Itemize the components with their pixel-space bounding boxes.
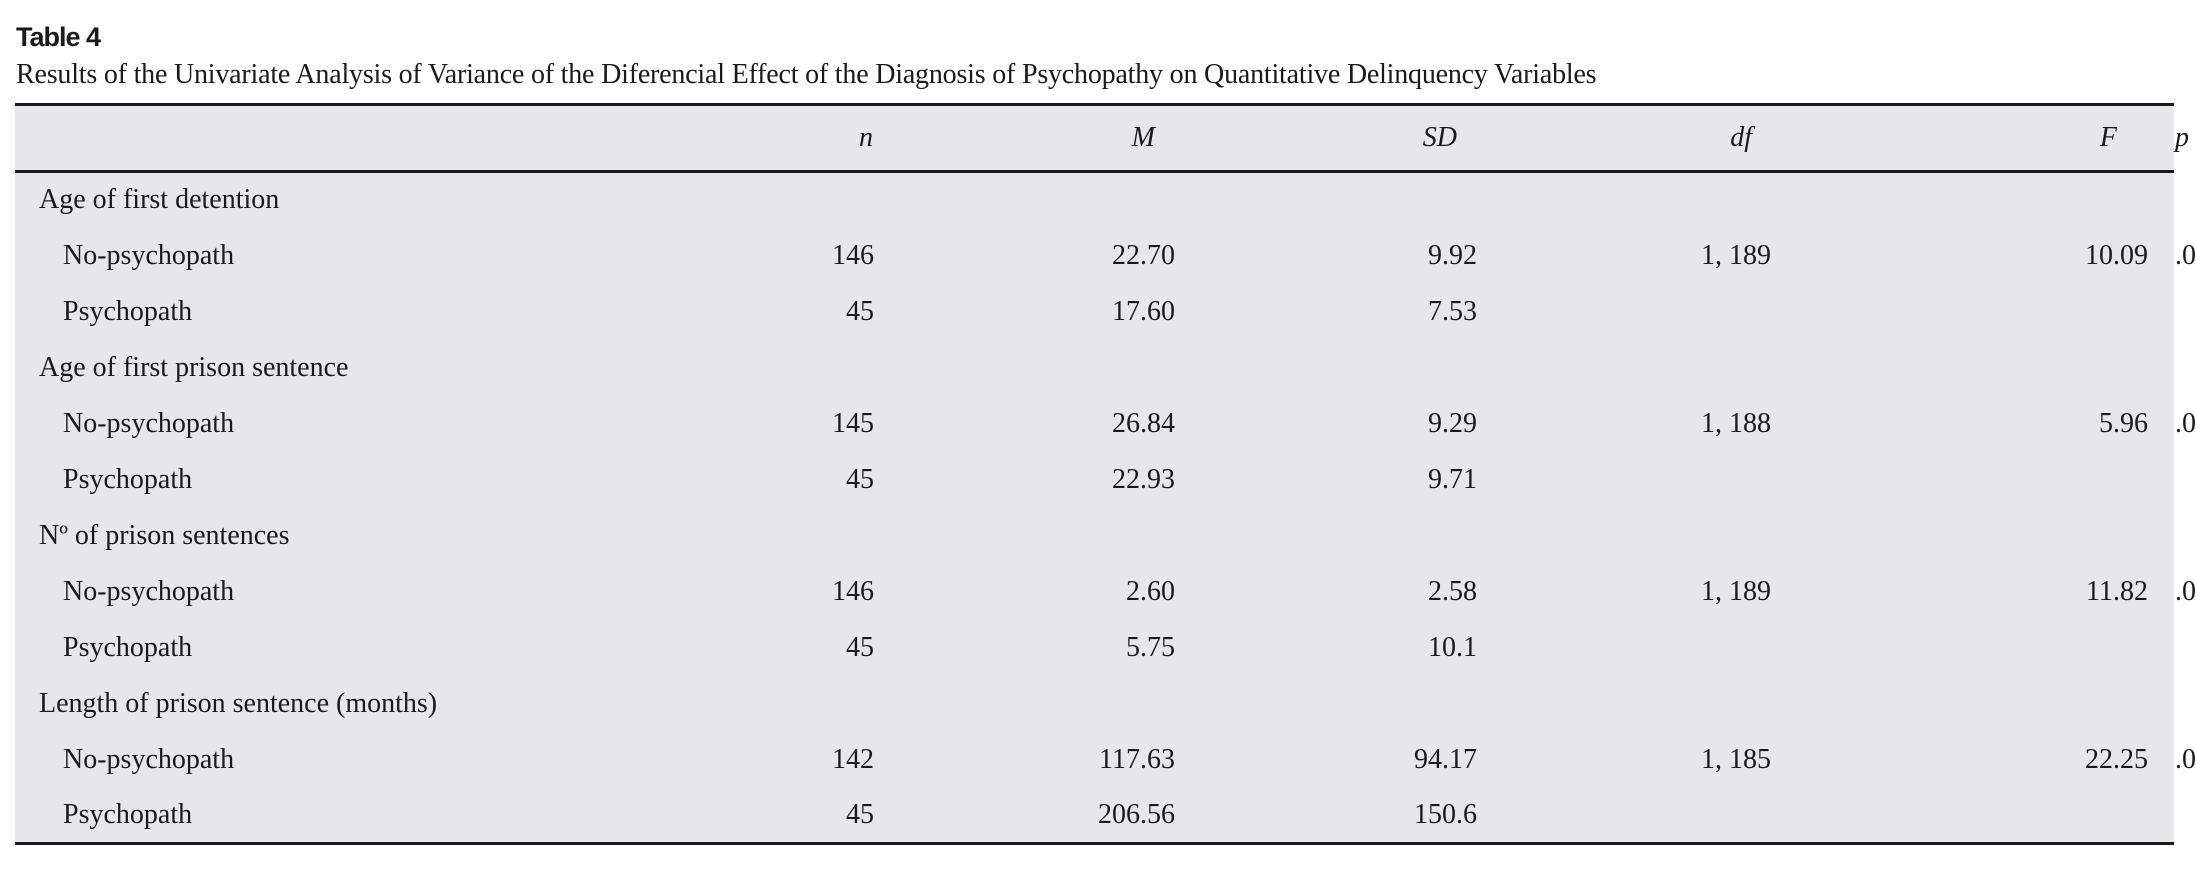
cell-n: 142 bbox=[832, 743, 874, 775]
variable-row: Age of first detention bbox=[15, 172, 2174, 228]
cell-f: 22.25 bbox=[2085, 743, 2148, 775]
header-f: F bbox=[2099, 122, 2117, 153]
cell-f bbox=[1800, 284, 2174, 340]
table-label: Table 4 bbox=[16, 22, 101, 52]
table-row: Psychopath 45 206.56 150.6 bbox=[15, 788, 2174, 844]
cell-m: 22.70 bbox=[1112, 239, 1175, 271]
table-row: Psychopath 45 5.75 10.1 bbox=[15, 620, 2174, 676]
cell-f bbox=[1800, 452, 2174, 508]
cell-sd: 9.71 bbox=[1428, 463, 1477, 495]
cell-m: 206.56 bbox=[1098, 798, 1175, 830]
group-label: Psychopath bbox=[63, 295, 193, 327]
cell-df: 1, 185 bbox=[1701, 743, 1771, 775]
header-sd: SD bbox=[1422, 122, 1457, 153]
variable-label: Length of prison sentence (months) bbox=[39, 687, 438, 719]
results-table: n M SD df F p Age of first detention No-p… bbox=[15, 103, 2195, 845]
cell-n: 145 bbox=[832, 407, 874, 439]
header-n: n bbox=[859, 122, 873, 153]
cell-sd: 150.6 bbox=[1414, 798, 1477, 830]
group-label: Psychopath bbox=[63, 463, 193, 495]
variable-label: Age of first prison sentence bbox=[39, 351, 349, 383]
cell-f bbox=[1800, 620, 2174, 676]
cell-n: 146 bbox=[832, 575, 874, 607]
variable-row: Length of prison sentence (months) bbox=[15, 676, 2174, 732]
cell-m: 117.63 bbox=[1099, 743, 1175, 775]
cell-f: 5.96 bbox=[2099, 407, 2148, 439]
cell-df bbox=[1500, 788, 1800, 844]
cell-n: 45 bbox=[846, 295, 874, 327]
cell-sd: 9.92 bbox=[1428, 239, 1477, 271]
group-label: No-psychopath bbox=[63, 407, 235, 439]
cell-n: 45 bbox=[846, 463, 874, 495]
header-blank bbox=[15, 105, 580, 172]
table-row: Psychopath 45 17.60 7.53 bbox=[15, 284, 2174, 340]
cell-m: 22.93 bbox=[1112, 463, 1175, 495]
variable-row: Nº of prison sentences bbox=[15, 508, 2174, 564]
group-label: No-psychopath bbox=[63, 575, 235, 607]
variable-row: Age of first prison sentence bbox=[15, 340, 2174, 396]
cell-df: 1, 189 bbox=[1701, 239, 1771, 271]
cell-f: 10.09 bbox=[2085, 239, 2148, 271]
group-label: Psychopath bbox=[63, 631, 193, 663]
cell-df bbox=[1500, 620, 1800, 676]
header-m: M bbox=[1131, 122, 1155, 153]
table-body: Age of first detention No-psychopath 146 22… bbox=[15, 172, 2195, 844]
cell-df bbox=[1500, 284, 1800, 340]
cell-f bbox=[1800, 788, 2174, 844]
cell-m: 2.60 bbox=[1126, 575, 1175, 607]
cell-df bbox=[1500, 452, 1800, 508]
header-df: df bbox=[1730, 122, 1752, 153]
cell-sd: 10.1 bbox=[1428, 631, 1477, 663]
cell-df: 1, 189 bbox=[1701, 575, 1771, 607]
group-label: Psychopath bbox=[63, 798, 193, 830]
cell-sd: 2.58 bbox=[1428, 575, 1477, 607]
cell-m: 26.84 bbox=[1112, 407, 1175, 439]
variable-label: Age of first detention bbox=[39, 184, 280, 216]
group-label: No-psychopath bbox=[63, 743, 235, 775]
table-row: No-psychopath 142 117.63 94.17 1, 185 22.25.0… bbox=[15, 732, 2195, 788]
group-label: No-psychopath bbox=[63, 239, 235, 271]
cell-sd: 94.17 bbox=[1414, 743, 1477, 775]
cell-m: 17.60 bbox=[1112, 295, 1175, 327]
table-caption: Results of the Univariate Analysis of Va… bbox=[16, 59, 1597, 90]
header-row: n M SD df F p bbox=[15, 104, 2189, 172]
cell-sd: 9.29 bbox=[1428, 407, 1477, 439]
cell-n: 45 bbox=[846, 631, 874, 663]
cell-n: 45 bbox=[846, 798, 874, 830]
cell-sd: 7.53 bbox=[1428, 295, 1477, 327]
cell-df: 1, 188 bbox=[1701, 407, 1771, 439]
cell-n: 146 bbox=[832, 239, 874, 271]
cell-m: 5.75 bbox=[1126, 631, 1175, 663]
cell-f: 11.82 bbox=[2086, 575, 2148, 607]
variable-label: Nº of prison sentences bbox=[39, 519, 290, 551]
table-row: Psychopath 45 22.93 9.71 bbox=[15, 452, 2174, 508]
